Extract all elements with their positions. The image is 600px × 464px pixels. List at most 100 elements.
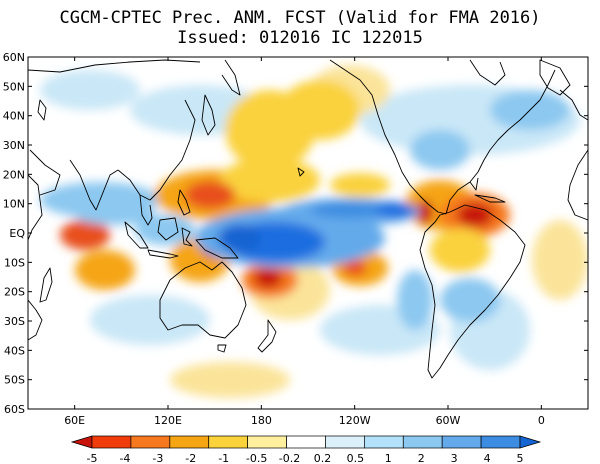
colorbar-swatch <box>325 435 365 449</box>
dry-patch <box>170 362 290 398</box>
latitude-axis: 60N 50N 40N 30N 20N 10N EQ 10S 20S 30S 40S 50S 60S <box>3 51 588 416</box>
map-title: CGCM-CPTEC Prec. ANM. FCST (Valid for FM… <box>59 8 541 28</box>
dry-patch <box>220 158 320 202</box>
lon-label: 120E <box>154 414 182 427</box>
coast-australia <box>159 261 247 339</box>
coast-sumatra <box>124 221 149 249</box>
lat-label: 30S <box>4 315 25 328</box>
colorbar-label: 0.2 <box>314 452 332 464</box>
lat-label: 50N <box>3 80 25 93</box>
coast-europe <box>559 89 588 121</box>
coast-africa-south <box>28 299 43 341</box>
coast-china <box>117 99 196 201</box>
coast-india <box>69 159 119 211</box>
colorbar-arrow-low <box>70 435 93 449</box>
coast-madagascar <box>39 267 53 303</box>
lon-label: 120W <box>339 414 371 427</box>
colorbar-label: -1 <box>218 452 229 464</box>
colorbar-label: 5 <box>517 452 524 464</box>
wet-patch <box>90 295 210 345</box>
colorbar-label: 3 <box>451 452 458 464</box>
dry-patch <box>75 250 135 290</box>
colorbar-swatch <box>247 435 287 449</box>
lat-label: 40S <box>4 344 25 357</box>
colorbar-label: -4 <box>119 452 130 464</box>
coast-philippines <box>177 189 191 216</box>
colorbar-arrow-high <box>519 435 542 449</box>
lat-label: EQ <box>9 227 25 240</box>
coast-sulawesi <box>181 227 193 247</box>
colorbar-swatch <box>286 435 326 449</box>
colorbar-swatch <box>130 435 171 449</box>
lat-label: 50S <box>4 374 25 387</box>
colorbar: -5 -4 -3 -2 -1 -0.5 -0.2 0.2 0.5 1 2 3 4 5 <box>70 435 542 464</box>
colorbar-swatch <box>169 435 210 449</box>
wet-patch <box>397 270 433 330</box>
colorbar-label: -0.5 <box>246 452 267 464</box>
coast-newzealand <box>257 319 277 353</box>
lon-label: 0 <box>538 414 545 427</box>
wet-patch <box>310 202 390 218</box>
dry-patch <box>185 181 235 209</box>
lat-label: 60N <box>3 51 25 64</box>
dry-patch <box>532 220 588 300</box>
lon-label: 180 <box>251 414 272 427</box>
coast-hawaii <box>297 167 305 177</box>
coast-caspian <box>37 99 47 121</box>
colorbar-label: -0.2 <box>279 452 300 464</box>
dry-patch <box>430 228 490 272</box>
coast-greenland <box>539 59 571 96</box>
lat-label: 10S <box>4 256 25 269</box>
dry-patch <box>60 220 110 250</box>
colorbar-label: -3 <box>152 452 163 464</box>
coastlines <box>28 59 588 379</box>
coast-west-africa <box>567 149 588 221</box>
dry-patch <box>254 268 282 288</box>
coast-north-america <box>329 59 447 215</box>
colorbar-label: 0.5 <box>347 452 365 464</box>
lat-label: 40N <box>3 110 25 123</box>
lon-label: 60W <box>436 414 461 427</box>
dry-patch <box>457 203 493 227</box>
lat-label: 10N <box>3 198 25 211</box>
wet-patch <box>410 130 470 170</box>
colorbar-label: 1 <box>385 452 392 464</box>
coast-arabia <box>29 149 61 196</box>
anomaly-field <box>40 65 588 398</box>
colorbar-swatch <box>441 435 482 449</box>
colorbar-swatch <box>402 435 443 449</box>
dry-patch <box>280 80 360 140</box>
wet-patch <box>375 202 415 218</box>
colorbar-swatch <box>91 435 132 449</box>
coast-newguinea <box>195 237 239 259</box>
plot-area <box>28 57 588 409</box>
coast-kamchatka <box>221 59 241 96</box>
dry-patch <box>330 173 390 197</box>
dry-patch <box>417 200 433 224</box>
dry-patch <box>343 260 367 276</box>
colorbar-label: 2 <box>418 452 425 464</box>
coast-borneo <box>157 217 179 241</box>
lat-label: 20S <box>4 286 25 299</box>
wet-patch <box>135 215 195 245</box>
wet-patch <box>440 278 500 322</box>
lon-label: 60E <box>64 414 85 427</box>
colorbar-label: 4 <box>484 452 491 464</box>
coast-africa <box>28 174 43 241</box>
coast-java <box>147 249 179 259</box>
coast-tasmania <box>217 344 227 353</box>
issued-subtitle: Issued: 012016 IC 122015 <box>177 28 423 48</box>
coast-cuba <box>474 194 506 203</box>
coast-florida <box>469 177 479 191</box>
colorbar-label: -2 <box>185 452 196 464</box>
coast-asia-north <box>28 59 201 73</box>
lat-label: 30N <box>3 139 25 152</box>
lat-label: 60S <box>4 403 25 416</box>
coast-indochina <box>139 194 153 226</box>
colorbar-swatch <box>208 435 248 449</box>
coast-north-america-east <box>445 69 556 215</box>
wet-patch <box>40 70 140 110</box>
wet-patch <box>218 224 262 252</box>
colorbar-swatch <box>480 435 521 449</box>
